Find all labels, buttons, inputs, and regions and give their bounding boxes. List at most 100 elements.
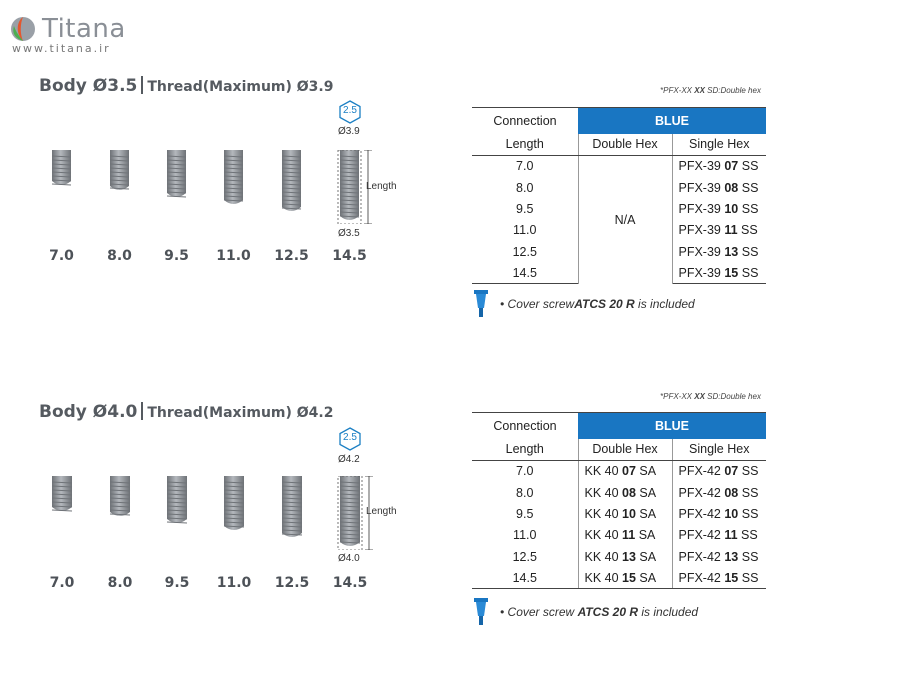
implant-14-5 bbox=[337, 476, 373, 550]
table-row: 8.0 PFX-39 08 SS bbox=[472, 177, 766, 198]
row-single-hex: PFX-39 15 SS bbox=[672, 262, 766, 285]
implant-length-label: 9.5 bbox=[164, 248, 189, 264]
title-thread: Thread(Maximum) Ø4.2 bbox=[147, 405, 334, 421]
implant-length-label: 8.0 bbox=[107, 575, 133, 591]
implant-length-label: 9.5 bbox=[164, 575, 190, 591]
row-single-hex: PFX-39 11 SS bbox=[678, 223, 758, 238]
implant-9-5 bbox=[166, 150, 187, 201]
single-hex-header: Single Hex bbox=[672, 133, 766, 156]
implant-length-label: 11.0 bbox=[216, 248, 251, 264]
table-row: 14.5 KK 40 15 SA PFX-42 15 SS bbox=[472, 567, 766, 590]
hex-size: 2.5 bbox=[343, 432, 357, 443]
row-single-hex: PFX-42 10 SS bbox=[678, 506, 759, 521]
length-label: Length bbox=[366, 181, 397, 192]
cover-screw-text: • Cover screw ATCS 20 R is included bbox=[500, 605, 699, 619]
hexagon-icon bbox=[339, 100, 361, 124]
implant-length-label: 14.5 bbox=[332, 248, 367, 264]
implant-11-0 bbox=[223, 476, 245, 534]
title-body: Body Ø4.0 bbox=[39, 402, 138, 422]
table-row: 9.5 KK 40 10 SA PFX-42 10 SS bbox=[472, 503, 766, 525]
section-title: Body Ø3.5 Thread(Maximum) Ø3.9 bbox=[39, 76, 333, 96]
implant-length-label: 11.0 bbox=[216, 575, 252, 591]
implant-length-label: 7.0 bbox=[49, 248, 74, 264]
double-hex-header: Double Hex bbox=[577, 438, 673, 461]
connection-header: Connection bbox=[472, 412, 578, 439]
row-single-hex: PFX-39 07 SS bbox=[678, 159, 759, 174]
section-body-3-5: Body Ø3.5 Thread(Maximum) Ø3.9 7.0 8.0 9.5 1… bbox=[0, 72, 901, 322]
implant-length-label: 14.5 bbox=[332, 575, 368, 591]
implant-14-5 bbox=[337, 150, 372, 224]
cover-screw-icon bbox=[474, 290, 488, 317]
row-double-hex: KK 40 11 SA bbox=[577, 524, 673, 547]
row-single-hex: PFX-39 10 SS bbox=[678, 201, 759, 216]
implant-length-label: 12.5 bbox=[274, 248, 309, 264]
bottom-diameter: Ø3.5 bbox=[338, 228, 360, 239]
row-length: 7.0 bbox=[516, 159, 534, 174]
row-length: 7.0 bbox=[516, 464, 534, 479]
row-single-hex: PFX-39 13 SS bbox=[678, 244, 759, 259]
row-single-hex: PFX-42 13 SS bbox=[678, 549, 759, 564]
spec-table: Connection BLUE Length Double Hex Single… bbox=[472, 107, 766, 285]
implant-8-0 bbox=[109, 150, 130, 194]
single-hex-header: Single Hex bbox=[672, 438, 766, 461]
hex-size: 2.5 bbox=[343, 105, 357, 116]
length-label: Length bbox=[366, 506, 397, 517]
top-diameter: Ø4.2 bbox=[338, 454, 360, 465]
table-row: 12.5 PFX-39 13 SS bbox=[472, 241, 766, 262]
implant-7-0 bbox=[51, 476, 73, 515]
logo-name: Titana bbox=[42, 14, 126, 44]
titana-logo: Titana www.titana.ir bbox=[10, 12, 140, 56]
table-row: 7.0 N/A PFX-39 07 SS bbox=[472, 155, 766, 284]
cover-screw-icon bbox=[474, 598, 488, 625]
table-row: 8.0 KK 40 08 SA PFX-42 08 SS bbox=[472, 481, 766, 504]
hexagon-icon bbox=[339, 427, 361, 451]
implant-12-5 bbox=[281, 476, 303, 541]
connection-header: Connection bbox=[472, 107, 578, 134]
table-row: 11.0 PFX-39 11 SS bbox=[472, 220, 766, 241]
row-length: 9.5 bbox=[516, 201, 534, 216]
implant-11-0 bbox=[223, 150, 244, 208]
table-row: 14.5 PFX-39 15 SS bbox=[472, 262, 766, 285]
row-single-hex: PFX-42 08 SS bbox=[678, 485, 759, 500]
top-diameter: Ø3.9 bbox=[338, 126, 360, 137]
implant-length-label: 12.5 bbox=[274, 575, 310, 591]
row-length: 8.0 bbox=[516, 180, 534, 195]
double-hex-na: N/A bbox=[577, 155, 673, 284]
implant-7-0 bbox=[51, 150, 72, 189]
row-double-hex: KK 40 10 SA bbox=[577, 503, 673, 525]
implant-9-5 bbox=[166, 476, 188, 527]
spec-table: Connection BLUE Length Double Hex Single… bbox=[472, 412, 766, 590]
title-separator bbox=[141, 402, 144, 420]
row-double-hex: KK 40 13 SA bbox=[577, 546, 673, 568]
title-separator bbox=[141, 76, 144, 94]
length-header: Length bbox=[472, 133, 578, 156]
length-header: Length bbox=[472, 438, 578, 461]
row-single-hex: PFX-39 08 SS bbox=[678, 180, 759, 195]
bottom-diameter: Ø4.0 bbox=[338, 553, 360, 564]
hex-badge: 2.5 bbox=[338, 427, 362, 451]
row-single-hex: PFX-42 11 SS bbox=[678, 528, 758, 543]
footnote: *PFX-XX XX SD:Double hex bbox=[660, 392, 761, 401]
row-length: 11.0 bbox=[513, 528, 537, 543]
row-double-hex: KK 40 07 SA bbox=[577, 460, 673, 482]
row-length: 8.0 bbox=[516, 485, 534, 500]
hex-badge: 2.5 bbox=[338, 100, 362, 124]
row-single-hex: PFX-42 15 SS bbox=[672, 567, 766, 590]
row-double-hex: KK 40 08 SA bbox=[577, 481, 673, 504]
cover-screw-text: • Cover screwATCS 20 R is included bbox=[500, 297, 695, 311]
row-length: 14.5 bbox=[472, 567, 578, 590]
implant-length-label: 7.0 bbox=[49, 575, 75, 591]
implant-12-5 bbox=[281, 150, 302, 215]
titana-leaf-icon bbox=[11, 17, 35, 41]
color-header: BLUE bbox=[578, 412, 766, 439]
title-thread: Thread(Maximum) Ø3.9 bbox=[147, 79, 334, 95]
row-length: 12.5 bbox=[512, 549, 537, 564]
color-header: BLUE bbox=[578, 107, 766, 134]
table-row: 9.5 PFX-39 10 SS bbox=[472, 198, 766, 219]
row-length: 12.5 bbox=[512, 244, 537, 259]
double-hex-header: Double Hex bbox=[577, 133, 673, 156]
row-double-hex: KK 40 15 SA bbox=[577, 567, 673, 590]
row-single-hex: PFX-42 07 SS bbox=[678, 464, 759, 479]
row-length: 14.5 bbox=[472, 262, 578, 285]
footnote: *PFX-XX XX SD:Double hex bbox=[660, 86, 761, 95]
